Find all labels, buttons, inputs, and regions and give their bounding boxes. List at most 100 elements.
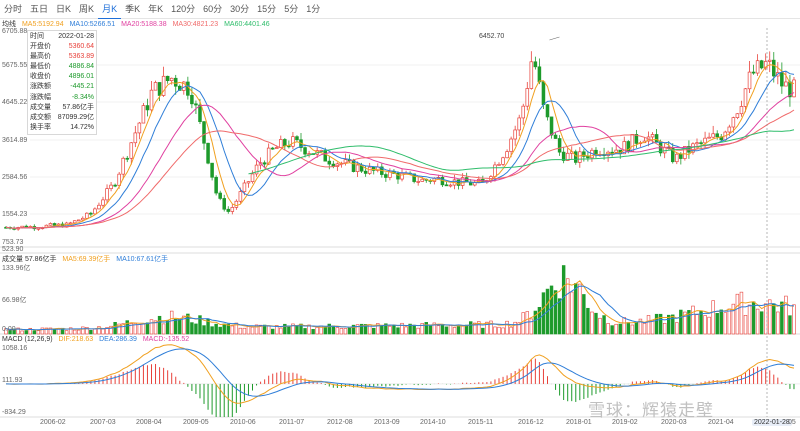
- candle-body: [230, 207, 235, 212]
- volume-bar: [351, 324, 356, 335]
- candle-body: [157, 82, 162, 96]
- volume-bar: [561, 265, 566, 335]
- candle-body: [81, 217, 85, 221]
- dea-line: [5, 348, 795, 397]
- time-axis-label: 2007-03: [90, 419, 116, 426]
- volume-axis-label: 133.96亿: [2, 265, 31, 272]
- volume-bar: [16, 327, 20, 335]
- volume-bar: [759, 311, 764, 335]
- candle-body: [578, 151, 582, 163]
- candle-body: [400, 173, 404, 180]
- volume-bar: [323, 327, 327, 335]
- time-axis-label: 2015-11: [468, 419, 494, 426]
- volume-bar: [101, 328, 105, 335]
- tab-0[interactable]: 分时: [4, 4, 23, 14]
- candle-body: [291, 136, 295, 147]
- tab-12[interactable]: 1分: [306, 4, 321, 14]
- candle-body: [444, 184, 449, 187]
- time-axis-label: 2012-08: [327, 419, 353, 426]
- volume-bar: [590, 311, 594, 335]
- dea-value: DEA:286.39: [99, 336, 137, 343]
- info-key: 开盘价: [30, 43, 51, 51]
- volume-bar: [452, 327, 457, 335]
- volume-bar: [250, 326, 255, 335]
- candle-body: [541, 81, 546, 105]
- macd-value: MACD:-135.52: [142, 336, 190, 343]
- volume-bar: [8, 330, 12, 335]
- volume-bar: [157, 315, 162, 335]
- info-row: 时间 2022-01-28: [30, 32, 94, 42]
- tab-1[interactable]: 五日: [30, 4, 49, 14]
- candle-body: [634, 134, 639, 144]
- candle-body: [537, 66, 542, 83]
- macd-legend: MACD (12,26,9) DIF:218.63 DEA:286.39 MAC…: [2, 336, 193, 343]
- dif-value: DIF:218.63: [58, 336, 94, 343]
- volume-bar: [291, 323, 295, 335]
- candle-body: [68, 222, 73, 225]
- tab-2[interactable]: 日K: [56, 4, 72, 14]
- volume-bar: [153, 320, 158, 335]
- time-axis-label: 2016-12: [518, 419, 544, 426]
- ma60-line: [248, 129, 795, 175]
- volume-bar: [48, 327, 53, 335]
- ohlc-info-panel: 时间 2022-01-28 开盘价 5360.64 最高价 5363.89 最低价 4886.…: [27, 30, 97, 135]
- ma10-value: MA10:5266.51: [69, 21, 116, 28]
- volume-bar: [772, 303, 776, 335]
- volume-bar: [533, 310, 538, 335]
- tab-5[interactable]: 季K: [125, 4, 141, 14]
- candle-body: [525, 88, 530, 107]
- volume-bar: [473, 322, 477, 335]
- volume-bar: [266, 325, 271, 335]
- time-axis-label: 2006-02: [40, 419, 66, 426]
- tab-3[interactable]: 周K: [79, 4, 95, 14]
- tab-6[interactable]: 年K: [148, 4, 164, 14]
- tab-8[interactable]: 60分: [203, 4, 223, 14]
- candle-body: [561, 151, 566, 161]
- candle-body: [109, 184, 113, 189]
- tab-9[interactable]: 30分: [230, 4, 250, 14]
- candle-body: [242, 182, 247, 192]
- candle-body: [214, 176, 218, 194]
- volume-bar: [145, 322, 150, 335]
- candle-body: [420, 178, 424, 182]
- volume-bar: [537, 307, 542, 335]
- candle-body: [145, 105, 150, 111]
- volume-bar: [380, 325, 384, 335]
- volume-bar: [444, 326, 449, 335]
- candle-body: [234, 200, 239, 208]
- candle-body: [610, 151, 614, 154]
- ma-label: 均线: [2, 21, 16, 28]
- info-value: -8.34%: [71, 93, 94, 101]
- volume-label: 成交量 57.86亿手: [2, 256, 57, 263]
- volume-bar: [182, 315, 186, 335]
- volume-bar: [129, 323, 134, 335]
- volume-bar: [44, 327, 49, 335]
- volume-bar: [412, 324, 416, 335]
- candle-body: [755, 60, 760, 74]
- volume-bar: [424, 322, 428, 335]
- candle-body: [493, 164, 497, 177]
- candle-body: [565, 152, 570, 161]
- volume-legend: 成交量 57.86亿手 MA5:69.39亿手 MA10:67.61亿手: [2, 254, 172, 264]
- candle-body: [210, 162, 214, 178]
- info-value: 4896.01: [68, 73, 94, 81]
- tab-11[interactable]: 5分: [284, 4, 299, 14]
- volume-bar: [64, 330, 69, 335]
- volume-bar: [73, 329, 77, 335]
- candle-body: [303, 147, 307, 155]
- candle-body: [327, 160, 332, 165]
- volume-bar: [363, 324, 368, 335]
- volume-bar: [768, 299, 772, 335]
- tab-10[interactable]: 15分: [257, 4, 277, 14]
- info-row: 开盘价 5360.64: [30, 42, 94, 52]
- tab-4[interactable]: 月K: [98, 0, 122, 19]
- tab-7[interactable]: 120分: [171, 4, 196, 14]
- candle-body: [72, 220, 77, 224]
- volume-bar: [448, 325, 453, 335]
- volume-bar: [238, 327, 243, 335]
- volume-bar: [525, 311, 529, 335]
- volume-bar: [711, 300, 715, 335]
- candle-body: [654, 134, 659, 143]
- volume-bar: [279, 327, 283, 335]
